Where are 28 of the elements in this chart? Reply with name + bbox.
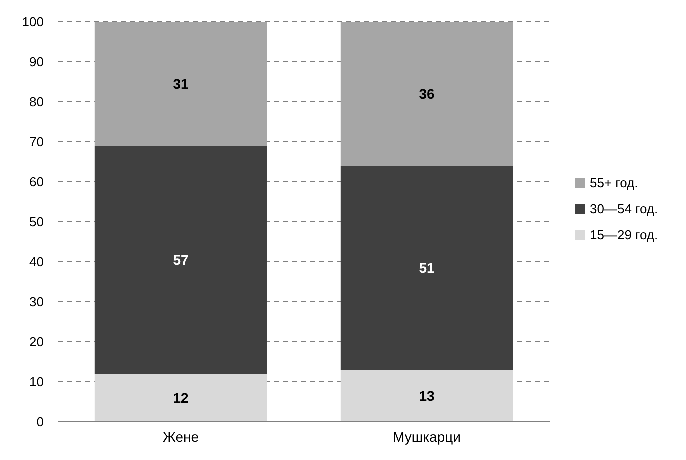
y-tick-label: 80 — [30, 94, 44, 110]
y-tick-label: 90 — [30, 54, 44, 70]
y-tick-label: 60 — [30, 174, 44, 190]
x-tick-label: Мушкарци — [393, 429, 461, 445]
data-label: 13 — [419, 388, 435, 404]
x-tick-label: Жене — [162, 429, 200, 445]
y-tick-label: 0 — [36, 414, 44, 430]
y-tick-label: 50 — [30, 214, 44, 230]
legend-label: 55+ год. — [590, 176, 638, 191]
y-tick-label: 30 — [30, 294, 44, 310]
y-tick-label: 100 — [22, 14, 44, 30]
legend-label: 30—54 год. — [590, 202, 658, 217]
data-label: 51 — [419, 260, 435, 276]
data-label: 36 — [419, 86, 435, 102]
legend-label: 15—29 год. — [590, 228, 658, 243]
data-label: 57 — [173, 252, 189, 268]
y-tick-label: 70 — [30, 134, 44, 150]
bar — [340, 370, 514, 422]
bar — [340, 166, 514, 370]
bar — [94, 374, 268, 422]
y-tick-label: 10 — [30, 374, 44, 390]
y-tick-label: 20 — [30, 334, 44, 350]
data-label: 31 — [173, 76, 189, 92]
y-tick-label: 40 — [30, 254, 44, 270]
bar — [94, 146, 268, 374]
data-label: 12 — [173, 390, 189, 406]
bar — [94, 22, 268, 146]
bar — [340, 22, 514, 166]
